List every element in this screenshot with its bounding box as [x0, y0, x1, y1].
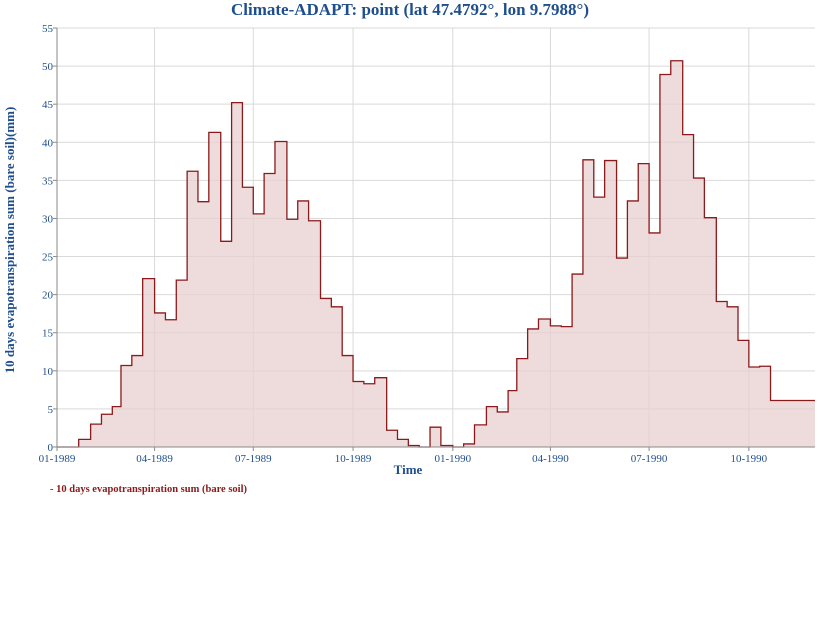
- legend-marker: -: [50, 484, 57, 495]
- y-tick-label: 0: [48, 442, 54, 454]
- x-tick-label: 10-1990: [731, 453, 768, 465]
- y-axis-label: 10 days evapotranspiration sum (bare soi…: [2, 107, 17, 374]
- chart-title: Climate-ADAPT: point (lat 47.4792°, lon …: [231, 0, 589, 19]
- x-tick-label: 07-1990: [631, 453, 668, 465]
- x-tick-label: 04-1989: [136, 453, 173, 465]
- y-tick-label: 5: [48, 404, 54, 416]
- y-tick-label: 40: [42, 137, 54, 149]
- legend-series-name: 10 days evapotranspiration sum (bare soi…: [56, 484, 247, 495]
- axes: 0 5 10 15 20 25 30 35 40 45 50 55 01-1989 04-1989 07-1…: [39, 23, 815, 465]
- x-tick-label: 01-1990: [434, 453, 471, 465]
- x-tick-label: 10-1989: [335, 453, 372, 465]
- x-tick-label: 07-1989: [235, 453, 272, 465]
- y-tick-label: 10: [42, 366, 54, 378]
- y-tick-label: 35: [42, 175, 54, 187]
- y-tick-label: 30: [42, 213, 54, 225]
- y-tick-label: 15: [42, 328, 54, 340]
- legend: - 10 days evapotranspiration sum (bare s…: [50, 484, 247, 495]
- series-area-fill: [57, 60, 815, 447]
- y-tick-label: 25: [42, 252, 54, 264]
- y-tick-label: 45: [42, 99, 54, 111]
- y-tick-label: 50: [42, 61, 54, 73]
- series-layer: [57, 60, 815, 448]
- y-tick-label: 55: [42, 23, 54, 35]
- x-tick-label: 01-1989: [39, 453, 76, 465]
- y-tick-label: 20: [42, 290, 54, 302]
- x-tick-label: 04-1990: [532, 453, 569, 465]
- x-axis-label: Time: [394, 462, 423, 477]
